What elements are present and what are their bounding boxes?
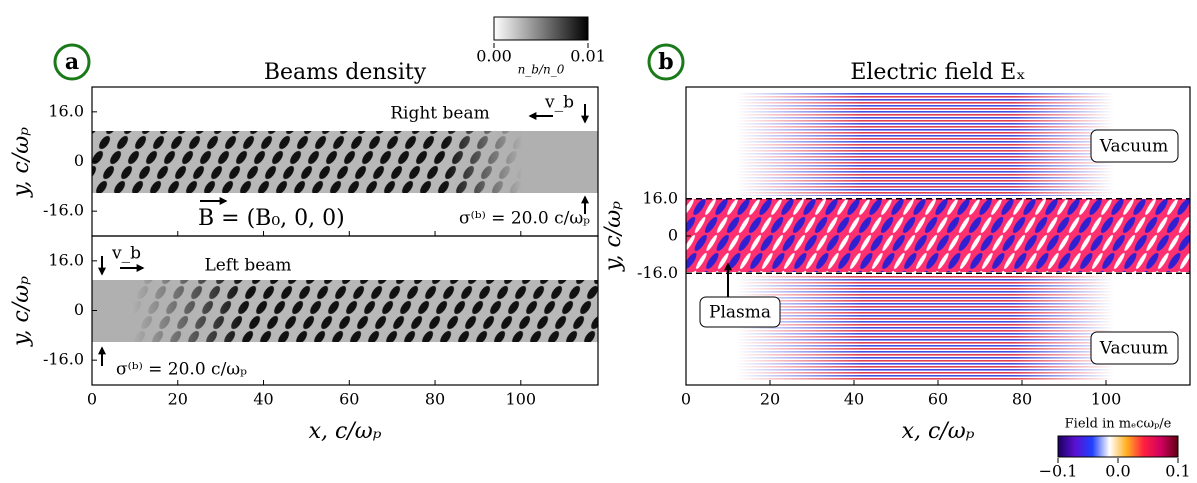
- x-tick-label: 80: [425, 390, 445, 409]
- panel-circle: [647, 43, 685, 81]
- x-tick-label: 20: [168, 390, 188, 409]
- field-label: B = (B₀, 0, 0): [198, 206, 345, 231]
- y-tick-label: 0: [74, 300, 84, 319]
- plasma-field: [686, 199, 1190, 272]
- x-tick-label: 60: [339, 390, 359, 409]
- x-tick-label: 40: [844, 390, 864, 409]
- x-axis-label: x, c/ωₚ: [309, 419, 382, 444]
- x-tick-label: 100: [506, 390, 537, 409]
- panel-label: b: [658, 49, 673, 75]
- chart-title: Beams density: [264, 60, 427, 85]
- beam-density: [92, 280, 598, 342]
- beam-label: Left beam: [204, 256, 291, 276]
- velocity-label: v_b: [111, 244, 141, 264]
- colorbar: [493, 16, 589, 41]
- sigma-label: σ⁽ᵇ⁾ = 20.0 c/ωₚ: [116, 360, 247, 380]
- y-tick-label: 0: [74, 151, 84, 170]
- x-tick-label: 100: [1091, 390, 1122, 409]
- beam-label: Right beam: [390, 104, 490, 124]
- y-tick-label: 16.0: [48, 250, 84, 269]
- x-tick-label: 60: [928, 390, 948, 409]
- y-tick-label: -16.0: [43, 201, 84, 220]
- region-label: Vacuum: [1099, 339, 1168, 359]
- velocity-label: v_b: [544, 93, 574, 113]
- y-tick-label: -16.0: [637, 263, 678, 282]
- x-tick-label: 20: [760, 390, 780, 409]
- panel-circle: [53, 43, 91, 81]
- sigma-label: σ⁽ᵇ⁾ = 20.0 c/ωₚ: [459, 209, 590, 229]
- x-axis-label: x, c/ωₚ: [902, 419, 975, 444]
- colorbar-tick-label: 0.01: [570, 47, 606, 66]
- panel-label: a: [65, 49, 79, 75]
- y-tick-label: -16.0: [43, 350, 84, 369]
- colorbar: [1057, 435, 1179, 458]
- label-box: [1090, 331, 1179, 365]
- label-box: [1090, 129, 1179, 163]
- colorbar-tick-label: 0.1: [1165, 462, 1190, 481]
- colorbar-label: n_b/n_0: [518, 63, 565, 77]
- colorbar-tick-label: −0.1: [1039, 462, 1078, 481]
- x-tick-label: 40: [253, 390, 273, 409]
- colorbar-tick-label: 0.00: [476, 47, 512, 66]
- y-tick-label: 0: [668, 226, 678, 245]
- x-tick-label: 0: [681, 390, 691, 409]
- region-label: Plasma: [709, 303, 771, 323]
- region-label: Vacuum: [1099, 137, 1168, 157]
- colorbar-tick-label: 0.0: [1105, 462, 1130, 481]
- y-tick-label: 16.0: [642, 188, 678, 207]
- y-axis-label: y, c/ωₚ: [9, 127, 34, 198]
- y-axis-label: y, c/ωₚ: [9, 276, 34, 347]
- y-axis-label: y, c/ωₚ: [601, 201, 626, 272]
- x-tick-label: 80: [1012, 390, 1032, 409]
- y-tick-label: 16.0: [48, 101, 84, 120]
- x-tick-label: 0: [87, 390, 97, 409]
- chart-title: Electric field Eₓ: [850, 60, 1025, 85]
- colorbar-label: Field in mₑcωₚ/e: [1065, 417, 1172, 432]
- beam-density: [92, 131, 598, 193]
- label-box: [699, 296, 781, 328]
